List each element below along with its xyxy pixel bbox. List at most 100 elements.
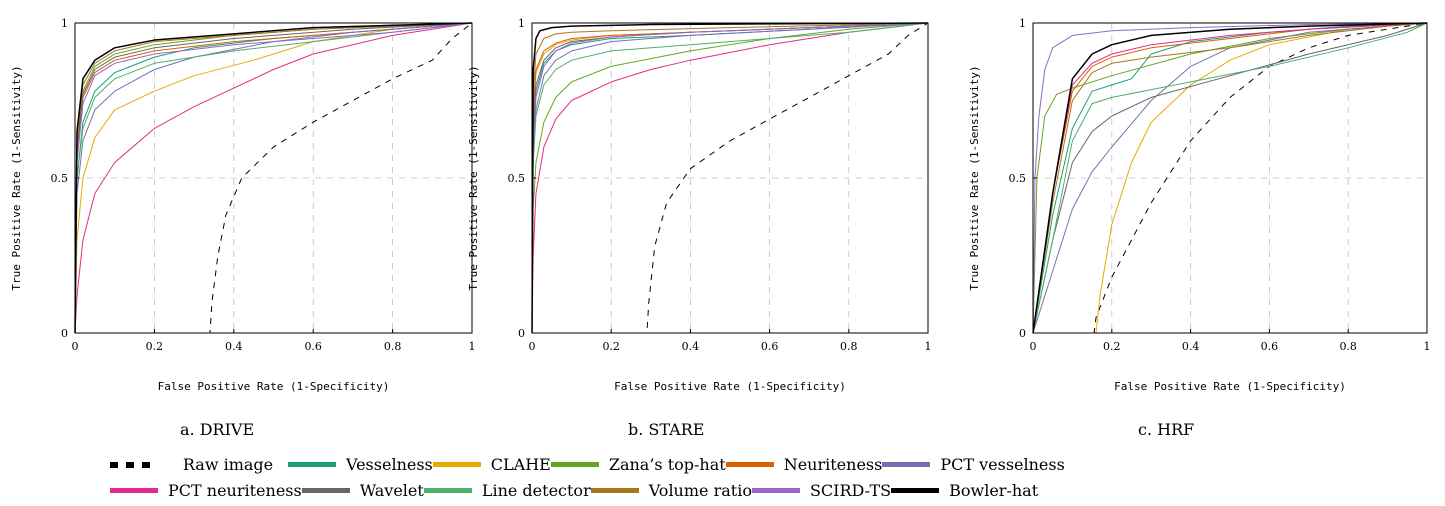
legend-label: Line detector bbox=[481, 481, 591, 500]
legend-item-neuriteness: Neuriteness bbox=[725, 455, 883, 474]
series-line-clahe bbox=[1033, 22, 1428, 334]
y-tick-label: 0 bbox=[518, 327, 525, 340]
series-line-pct-vesselness bbox=[74, 22, 473, 334]
legend-item-scird-ts: SCIRD-TS bbox=[751, 481, 892, 500]
legend-swatch bbox=[301, 488, 350, 493]
x-tick-label: 0.4 bbox=[1182, 340, 1200, 353]
x-tick-label: 0.2 bbox=[602, 340, 620, 353]
legend-item-raw-image: Raw image bbox=[110, 455, 288, 474]
series-line-pct-neuriteness bbox=[531, 22, 929, 334]
x-tick-label: 0.4 bbox=[682, 340, 700, 353]
legend-label: Bowler-hat bbox=[949, 481, 1039, 500]
legend-swatch bbox=[110, 461, 158, 468]
x-axis-label: False Positive Rate (1-Specificity) bbox=[1114, 380, 1346, 393]
x-tick-label: 0.6 bbox=[761, 340, 779, 353]
legend-item-bowler-hat: Bowler-hat bbox=[891, 481, 1038, 500]
legend-item-line-detector: Line detector bbox=[423, 481, 591, 500]
x-tick-label: 0.6 bbox=[304, 340, 322, 353]
x-tick-label: 0.8 bbox=[840, 340, 858, 353]
x-tick-label: 0.6 bbox=[1261, 340, 1279, 353]
series-line-scird-ts bbox=[74, 22, 473, 334]
caption-stare: b. STARE bbox=[628, 420, 705, 439]
legend-swatch bbox=[423, 488, 472, 493]
series-line-bowler-hat bbox=[531, 22, 929, 334]
series-line-wavelet bbox=[1032, 22, 1428, 334]
y-tick-label: 0.5 bbox=[1009, 172, 1027, 185]
x-axis-label: False Positive Rate (1-Specificity) bbox=[614, 380, 846, 393]
series-line-volume-ratio bbox=[1032, 22, 1428, 334]
x-tick-label: 0.4 bbox=[225, 340, 243, 353]
y-tick-label: 1 bbox=[61, 17, 68, 30]
series-line-clahe bbox=[74, 22, 473, 334]
series-line-zana-s-top-hat bbox=[1032, 22, 1428, 334]
series-line-scird-ts bbox=[531, 22, 929, 334]
legend-swatch bbox=[432, 462, 481, 467]
legend-label: Volume ratio bbox=[648, 481, 752, 500]
y-tick-label: 1 bbox=[518, 17, 525, 30]
legend-row-2: PCT neuriteness Wavelet Line detector Volum… bbox=[110, 478, 1038, 503]
legend-label: PCT vesselness bbox=[940, 455, 1065, 474]
y-tick-label: 0.5 bbox=[508, 172, 526, 185]
x-tick-label: 0 bbox=[72, 340, 79, 353]
legend-swatch bbox=[882, 462, 931, 467]
series-line-pct-neuriteness bbox=[74, 22, 473, 334]
series-line-scird-ts bbox=[1032, 22, 1428, 334]
y-axis-label: True Positive Rate (1-Sensitivity) bbox=[467, 65, 480, 290]
legend-label: Neuriteness bbox=[783, 455, 883, 474]
legend: Raw image Vesselness CLAHE Zana’s top-hat Ne… bbox=[100, 452, 1400, 506]
x-tick-label: 0.2 bbox=[1103, 340, 1121, 353]
legend-label: CLAHE bbox=[490, 455, 551, 474]
legend-row-1: Raw image Vesselness CLAHE Zana’s top-hat Ne… bbox=[110, 452, 1065, 477]
x-tick-label: 0 bbox=[1030, 340, 1037, 353]
series-line-line-detector bbox=[74, 22, 473, 334]
x-axis-label: False Positive Rate (1-Specificity) bbox=[158, 380, 390, 393]
roc-chart-drive: 0 0.2 0.4 0.6 0.8 1 0 0.5 1 False Positive Rate (… bbox=[10, 17, 476, 393]
x-tick-label: 0.8 bbox=[384, 340, 402, 353]
series-line-bowler-hat bbox=[1032, 22, 1428, 334]
legend-item-pct-neuriteness: PCT neuriteness bbox=[110, 481, 302, 500]
x-tick-label: 0.2 bbox=[146, 340, 164, 353]
series-line-volume-ratio bbox=[74, 22, 473, 334]
roc-chart-hrf: 0 0.2 0.4 0.6 0.8 1 0 0.5 1 False Positive Rate (… bbox=[968, 17, 1431, 393]
legend-item-vesselness: Vesselness bbox=[288, 455, 433, 474]
series-line-raw-image bbox=[532, 22, 929, 334]
legend-label: Vesselness bbox=[346, 455, 433, 474]
y-axis-label: True Positive Rate (1-Sensitivity) bbox=[968, 65, 981, 290]
y-tick-label: 0 bbox=[61, 327, 68, 340]
series-line-raw-image bbox=[75, 22, 473, 334]
legend-label: SCIRD-TS bbox=[809, 481, 892, 500]
x-tick-label: 1 bbox=[1424, 340, 1431, 353]
x-tick-label: 1 bbox=[469, 340, 476, 353]
y-tick-label: 0.5 bbox=[51, 172, 69, 185]
legend-item-pct-vesselness: PCT vesselness bbox=[882, 455, 1065, 474]
y-axis-label: True Positive Rate (1-Sensitivity) bbox=[10, 65, 23, 290]
series-line-line-detector bbox=[531, 22, 929, 334]
caption-hrf: c. HRF bbox=[1138, 420, 1195, 439]
series-line-raw-image bbox=[1033, 22, 1428, 334]
legend-label: Zana’s top-hat bbox=[608, 455, 726, 474]
y-tick-label: 1 bbox=[1019, 17, 1026, 30]
series-line-pct-vesselness bbox=[1032, 22, 1428, 334]
series-line-wavelet bbox=[74, 22, 473, 334]
charts-area: 0 0.2 0.4 0.6 0.8 1 0 0.5 1 False Positive Rate (… bbox=[10, 17, 1431, 393]
legend-label: Wavelet bbox=[359, 481, 424, 500]
x-tick-label: 0.8 bbox=[1339, 340, 1357, 353]
legend-item-volume-ratio: Volume ratio bbox=[590, 481, 752, 500]
legend-swatch bbox=[891, 488, 940, 493]
series-line-volume-ratio bbox=[531, 22, 929, 334]
legend-swatch bbox=[751, 488, 800, 493]
legend-swatch bbox=[110, 488, 158, 493]
legend-swatch bbox=[590, 488, 639, 493]
legend-swatch bbox=[725, 462, 774, 467]
roc-chart-stare: 0 0.2 0.4 0.6 0.8 1 0 0.5 1 False Positive Rate (… bbox=[467, 17, 932, 393]
series-line-line-detector bbox=[1032, 22, 1428, 334]
y-tick-label: 0 bbox=[1019, 327, 1026, 340]
legend-swatch bbox=[550, 462, 599, 467]
legend-item-wavelet: Wavelet bbox=[301, 481, 424, 500]
legend-label: Raw image bbox=[182, 455, 274, 474]
caption-drive: a. DRIVE bbox=[180, 420, 255, 439]
x-tick-label: 1 bbox=[925, 340, 932, 353]
x-tick-label: 0 bbox=[529, 340, 536, 353]
legend-item-clahe: CLAHE bbox=[432, 455, 551, 474]
legend-item-zana-s-top-hat: Zana’s top-hat bbox=[550, 455, 726, 474]
